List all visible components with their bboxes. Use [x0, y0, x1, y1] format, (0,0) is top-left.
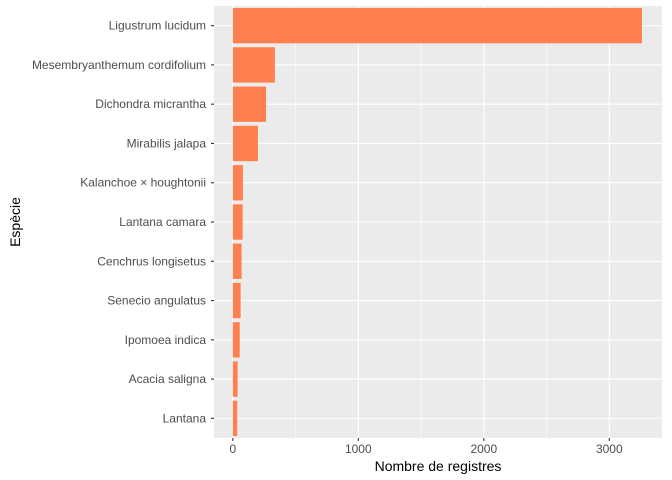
bar [232, 86, 267, 122]
y-tick-label: Kalanchoe × houghtonii [80, 176, 206, 190]
y-tick-label: Mesembryanthemum cordifolium [32, 58, 206, 72]
x-tick-label: 1000 [345, 442, 372, 456]
y-tick-label: Cenchrus longisetus [97, 254, 206, 268]
bar [232, 322, 240, 358]
x-tick-label: 3000 [596, 442, 623, 456]
y-tick-label: Senecio angulatus [107, 294, 206, 308]
y-tick-label: Acacia saligna [129, 372, 207, 386]
bar [232, 282, 241, 319]
x-tick-label: 2000 [470, 442, 497, 456]
bar [232, 47, 275, 83]
y-tick-label: Mirabilis jalapa [127, 136, 207, 150]
bar [232, 7, 642, 44]
y-tick-label: Ipomoea indica [125, 333, 207, 347]
y-tick-label: Dichondra micrantha [95, 97, 206, 111]
bar [232, 125, 258, 162]
bar [232, 165, 243, 201]
x-axis: 0 1000 2000 3000 [229, 438, 623, 456]
x-axis-title: Nombre de registres [375, 458, 502, 474]
major-gridlines [214, 6, 662, 438]
y-tick-label: Lantana [163, 411, 207, 425]
bars [232, 7, 642, 437]
y-tick-label: Ligustrum lucidum [109, 19, 206, 33]
x-tick-label: 0 [229, 442, 236, 456]
bar [232, 361, 238, 397]
y-tick-label: Lantana camara [119, 215, 206, 229]
y-axis-title: Espècie [7, 197, 23, 247]
bar [232, 400, 238, 437]
y-axis: Lantana Acacia saligna Ipomoea indica Senec… [32, 19, 214, 425]
bar [232, 204, 243, 240]
bar [232, 243, 242, 279]
